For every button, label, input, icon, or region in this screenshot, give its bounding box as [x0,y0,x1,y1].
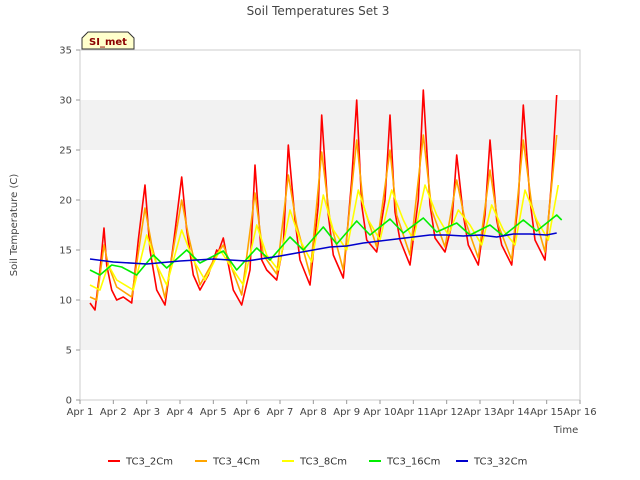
y-tick-label: 15 [59,246,72,257]
chart-title: Soil Temperatures Set 3 [247,4,390,18]
legend-label: TC3_32Cm [473,457,527,468]
series-layer [89,89,563,311]
grid-bands [80,50,580,400]
x-tick-label: Apr 9 [333,407,360,418]
x-tick-label: Apr 3 [133,407,160,418]
legend-label: TC3_8Cm [299,457,347,468]
x-tick-label: Apr 11 [397,407,430,418]
legend-label: TC3_2Cm [125,457,173,468]
series-line-tc3-16cm [89,214,563,276]
x-tick-label: Apr 8 [300,407,327,418]
x-tick-label: Apr 15 [530,407,563,418]
x-tick-label: Apr 16 [563,407,596,418]
plot-area-border [79,49,581,401]
y-tick-label: 30 [59,96,72,107]
x-tick-label: Apr 4 [167,407,194,418]
series-line-tc3-8cm [89,184,560,291]
station-badge: SI_met [81,31,135,50]
x-tick-label: Apr 12 [430,407,463,418]
x-tick-label: Apr 6 [233,407,260,418]
y-axis-title: Soil Temperature (C) [9,174,20,277]
x-tick-label: Apr 7 [267,407,294,418]
grid-band [80,350,580,400]
station-badge-label: SI_met [89,37,127,48]
grid-band [80,150,580,200]
y-tick-label: 25 [59,146,72,157]
series-line-tc3-4cm [89,134,558,301]
y-tick-label: 35 [59,46,72,57]
x-tick-label: Apr 14 [497,407,530,418]
grid-band [80,300,580,350]
x-tick-label: Apr 1 [67,407,94,418]
grid-band [80,50,580,100]
y-axis: 0 5 10 15 20 25 30 35 [59,46,80,407]
legend-label: TC3_4Cm [212,457,260,468]
x-tick-label: Apr 5 [200,407,227,418]
y-tick-label: 10 [59,296,72,307]
legend: TC3_2Cm TC3_4Cm TC3_8Cm TC3_16Cm TC3_32Cm [108,457,527,468]
y-tick-label: 0 [66,396,72,407]
x-tick-label: Apr 2 [100,407,127,418]
x-tick-label: Apr 10 [363,407,396,418]
y-tick-label: 20 [59,196,72,207]
series-line-tc3-2cm [89,89,558,311]
series-line-tc3-32cm [89,232,557,265]
x-tick-label: Apr 13 [463,407,496,418]
grid-band [80,100,580,150]
legend-label: TC3_16Cm [386,457,440,468]
y-tick-label: 5 [66,346,72,357]
station-badge-shape [81,31,135,50]
x-axis-title: Time [553,425,578,436]
x-axis: Apr 1 Apr 2 Apr 3 Apr 4 Apr 5 Apr 6 Apr 7 Apr 8… [67,400,597,418]
